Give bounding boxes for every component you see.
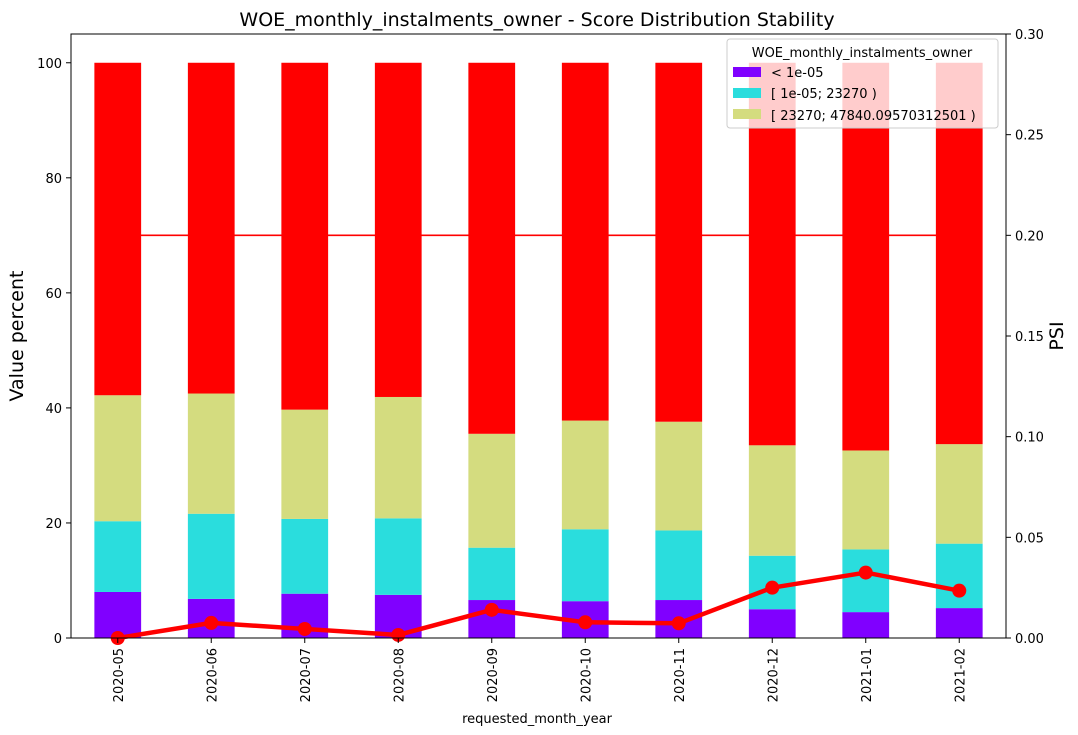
- legend: WOE_monthly_instalments_owner < 1e-05 [ …: [726, 38, 999, 129]
- y2-tick-label: 0.30: [1015, 28, 1044, 43]
- y-tick-label: 40: [45, 402, 62, 417]
- x-tick-label: 2020-06: [205, 648, 220, 702]
- bar-segment-2020-12-s1: [748, 609, 796, 638]
- bar-segment-2021-01-s1: [842, 612, 890, 638]
- y2-tick-label: 0.25: [1015, 129, 1044, 144]
- bar-segment-2020-07-s4: [281, 62, 329, 410]
- x-tick-label: 2020-12: [766, 648, 781, 702]
- y2-axis: 0.00 0.05 0.10 0.15 0.20 0.25 0.30: [1006, 28, 1044, 647]
- psi-line: [117, 570, 960, 641]
- y-tick-label: 60: [45, 287, 62, 302]
- legend-entry-3: [ 23270; 47840.09570312501 ): [771, 109, 976, 124]
- x-tick-label: 2020-07: [299, 648, 314, 702]
- legend-swatch-3: [733, 109, 761, 119]
- bar-segment-2020-09-s2: [468, 547, 516, 601]
- bars-layer: [94, 62, 983, 638]
- y-tick-label: 100: [37, 57, 62, 72]
- bar-segment-2020-11-s2: [655, 530, 703, 601]
- y-tick-label: 80: [45, 172, 62, 187]
- psi-point-2020-10: [578, 615, 593, 630]
- psi-point-2020-12: [765, 580, 780, 595]
- psi-point-2020-07: [297, 621, 312, 636]
- y2-tick-label: 0.15: [1015, 330, 1044, 345]
- bar-segment-2020-11-s3: [655, 421, 703, 531]
- bar-segment-2020-07-s3: [281, 409, 329, 519]
- psi-line-layer: [110, 565, 967, 645]
- psi-point-2021-02: [952, 583, 967, 598]
- chart-title: WOE_monthly_instalments_owner - Score Di…: [239, 9, 834, 31]
- legend-title: WOE_monthly_instalments_owner: [752, 46, 973, 61]
- bar-segment-2020-09-s4: [468, 62, 516, 434]
- legend-entry-1: < 1e-05: [771, 66, 824, 81]
- y2-tick-label: 0.05: [1015, 531, 1044, 546]
- bar-segment-2020-08-s3: [374, 396, 422, 519]
- bar-segment-2020-08-s2: [374, 518, 422, 595]
- x-tick-label: 2021-01: [860, 648, 875, 702]
- x-tick-label: 2020-08: [392, 648, 407, 702]
- bar-segment-2020-06-s2: [187, 513, 235, 599]
- legend-entry-2: [ 1e-05; 23270 ): [771, 87, 877, 102]
- y2-tick-label: 0.00: [1015, 632, 1044, 647]
- bar-segment-2020-05-s4: [94, 62, 142, 396]
- x-tick-label: 2021-02: [953, 648, 968, 702]
- bar-segment-2020-06-s4: [187, 62, 235, 394]
- y-axis: 0 20 40 60 80 100: [37, 57, 71, 647]
- bar-segment-2020-10-s2: [561, 529, 609, 602]
- bar-segment-2020-05-s1: [94, 591, 142, 638]
- x-tick-label: 2020-10: [579, 648, 594, 702]
- legend-swatch-1: [733, 67, 761, 77]
- x-axis: 2020-05 2020-06 2020-07 2020-08 2020-09 2020-…: [112, 638, 968, 702]
- bar-segment-2020-11-s4: [655, 62, 703, 422]
- bar-segment-2020-10-s3: [561, 420, 609, 530]
- bar-segment-2020-09-s3: [468, 433, 516, 548]
- y2-tick-label: 0.20: [1015, 229, 1044, 244]
- bar-segment-2021-02-s2: [935, 543, 983, 609]
- y-tick-label: 0: [54, 632, 62, 647]
- y-axis-label: Value percent: [6, 271, 28, 402]
- y-tick-label: 20: [45, 517, 62, 532]
- bar-segment-2020-05-s2: [94, 521, 142, 592]
- legend-swatch-2: [733, 88, 761, 98]
- bar-segment-2021-02-s1: [935, 608, 983, 638]
- x-tick-label: 2020-09: [486, 648, 501, 702]
- x-tick-label: 2020-11: [673, 648, 688, 702]
- y2-axis-label: PSI: [1046, 321, 1068, 350]
- bar-segment-2020-07-s2: [281, 518, 329, 594]
- y2-tick-label: 0.10: [1015, 431, 1044, 446]
- legend-box: [726, 38, 999, 129]
- x-axis-label: requested_month_year: [462, 712, 613, 727]
- psi-point-2021-01: [858, 565, 873, 580]
- bar-segment-2020-06-s3: [187, 393, 235, 514]
- bar-segment-2021-01-s2: [842, 549, 890, 613]
- psi-point-2020-06: [204, 615, 219, 630]
- psi-point-2020-11: [671, 616, 686, 631]
- bar-segment-2020-08-s4: [374, 62, 422, 397]
- psi-point-2020-09: [484, 602, 499, 617]
- bar-segment-2020-10-s4: [561, 62, 609, 421]
- x-tick-label: 2020-05: [112, 648, 127, 702]
- bar-segment-2021-02-s3: [935, 444, 983, 544]
- bar-segment-2021-01-s3: [842, 450, 890, 550]
- bar-segment-2020-05-s3: [94, 395, 142, 522]
- bar-segment-2020-12-s3: [748, 445, 796, 556]
